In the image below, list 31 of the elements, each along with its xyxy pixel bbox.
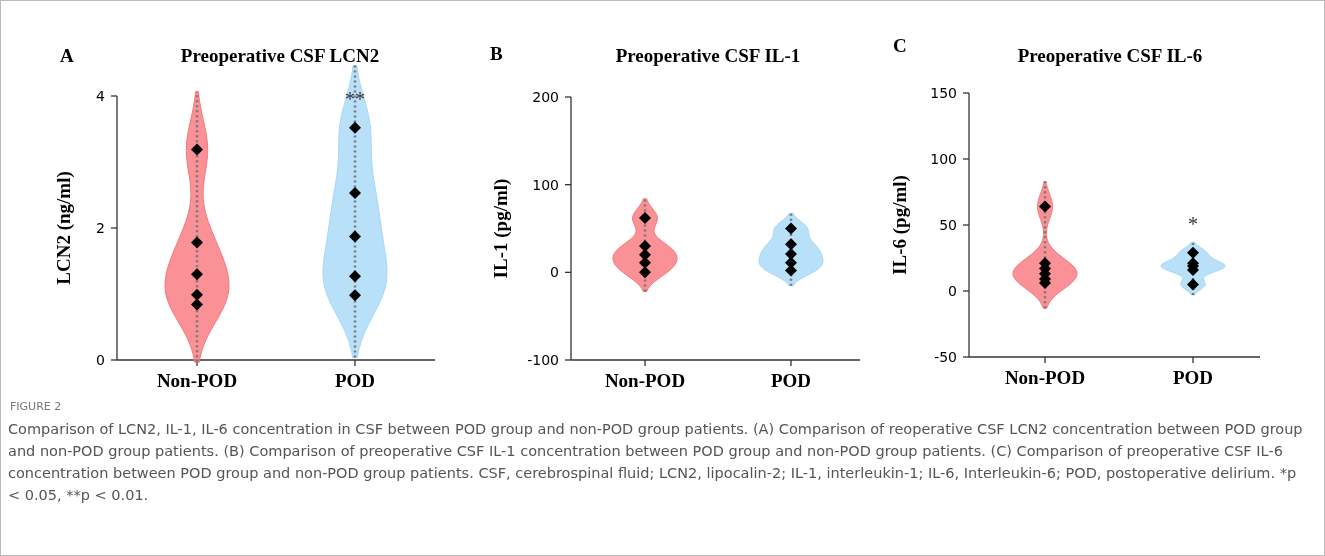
y-axis-title: IL-6 (pg/ml) xyxy=(889,175,911,275)
y-tick-label: 2 xyxy=(96,219,105,236)
y-axis-title: LCN2 (ng/ml) xyxy=(53,171,75,285)
y-tick-label: -50 xyxy=(934,348,957,365)
y-tick-label: 200 xyxy=(532,88,559,105)
x-tick-label: Non-POD xyxy=(604,370,686,391)
y-tick-label: 150 xyxy=(930,84,957,101)
y-tick-label: 100 xyxy=(930,150,957,167)
text: C xyxy=(893,35,907,56)
annotation: * xyxy=(1188,212,1198,235)
x-tick-label: Non-POD xyxy=(156,370,238,391)
caption: FIGURE 2 xyxy=(10,400,62,413)
chart-title: Preoperative CSF LCN2 xyxy=(180,45,380,66)
chart-title: Preoperative CSF IL-1 xyxy=(615,45,801,66)
chart-title: Preoperative CSF IL-6 xyxy=(1017,45,1203,66)
y-tick-label: 0 xyxy=(948,282,957,299)
y-tick-label: 0 xyxy=(96,351,105,368)
text: B xyxy=(490,43,503,64)
x-tick-label: Non-POD xyxy=(1004,367,1086,388)
text: A xyxy=(60,45,74,66)
y-tick-label: -100 xyxy=(527,351,559,368)
y-axis-title: IL-1 (pg/ml) xyxy=(490,178,512,279)
text: Comparison of LCN2, IL-1, IL-6 concentration in CSF between POD group and non-POD group patients. (A) Comparison of reoperative CSF LCN2 concentration between POD group and non-POD group patients. (B) Comparison of preoperative CSF IL-1 concentration between POD group and non-POD group patients. (C) Comparison of preoperative CSF IL-6 concentration between POD group and non-POD group patients. CSF, cerebrospinal fluid; LCN2, lipocalin-2; IL-1, interleukin-1; IL-6, Interleukin-6; POD, postoperative delirium. *p < 0.05, **p < 0.01. xyxy=(8,420,1304,505)
y-tick-label: 0 xyxy=(550,264,559,281)
annotation: ** xyxy=(345,87,365,110)
x-tick-label: POD xyxy=(770,370,812,391)
y-tick-label: 100 xyxy=(532,176,559,193)
x-tick-label: POD xyxy=(1172,367,1214,388)
x-tick-label: POD xyxy=(334,370,376,391)
y-tick-label: 4 xyxy=(96,87,106,104)
y-tick-label: 50 xyxy=(939,216,957,233)
